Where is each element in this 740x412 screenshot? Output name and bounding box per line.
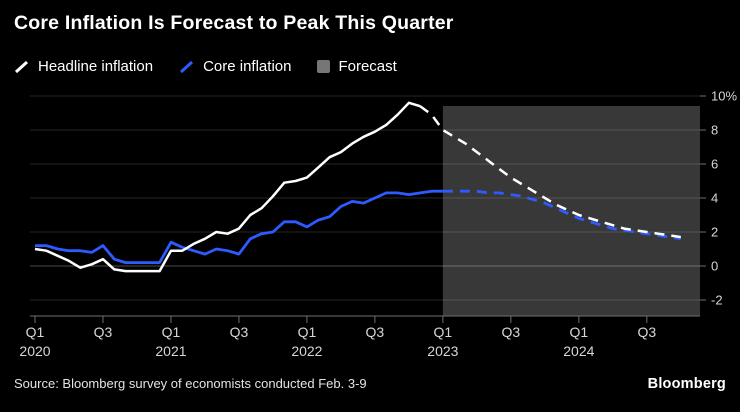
y-tick-label: -2 bbox=[711, 293, 723, 308]
x-tick-label: Q1 bbox=[569, 324, 588, 340]
legend-item-forecast: Forecast bbox=[317, 58, 397, 75]
x-tick-label: Q3 bbox=[230, 324, 249, 340]
x-tick-year-label: 2023 bbox=[427, 343, 458, 359]
legend-label: Headline inflation bbox=[38, 58, 154, 75]
x-tick-label: Q1 bbox=[298, 324, 317, 340]
legend-box-swatch-icon bbox=[317, 60, 331, 73]
x-tick-year-label: 2022 bbox=[291, 343, 322, 359]
forecast-region bbox=[442, 106, 700, 316]
x-tick-label: Q3 bbox=[637, 324, 656, 340]
x-tick-year-label: 2024 bbox=[563, 343, 594, 359]
legend-item-core-inflation: Core inflation bbox=[179, 58, 291, 75]
core-inflation-line-actual bbox=[35, 189, 443, 265]
source-note: Source: Bloomberg survey of economists c… bbox=[14, 376, 367, 391]
x-tick-label: Q3 bbox=[94, 324, 113, 340]
x-tick-label: Q1 bbox=[162, 324, 181, 340]
inflation-line-chart: Q1 2020 Q3 Q1 2021 Q3 Q1 2022 Q3 Q1 2023 Q3 Q1 2024 Q3… bbox=[19, 89, 737, 360]
chart-footer: Source: Bloomberg survey of economists c… bbox=[14, 376, 726, 392]
y-tick-label: 6 bbox=[711, 157, 718, 172]
headline-inflation-line-actual bbox=[34, 101, 421, 273]
core-inflation-line-forecast bbox=[442, 189, 682, 241]
chart-legend: Headline inflation Core inflation Forecast bbox=[14, 58, 397, 75]
legend-label: Core inflation bbox=[203, 58, 292, 75]
legend-label: Forecast bbox=[338, 58, 397, 75]
x-tick-year-label: 2020 bbox=[19, 343, 50, 359]
legend-line-swatch-icon bbox=[180, 60, 194, 73]
legend-line-swatch-icon bbox=[14, 60, 29, 73]
y-tick-label: 2 bbox=[711, 225, 718, 240]
chart-title: Core Inflation Is Forecast to Peak This … bbox=[14, 12, 454, 34]
y-tick-label: 10% bbox=[711, 89, 737, 104]
y-tick-label: 8 bbox=[711, 123, 718, 138]
y-tick-label: 0 bbox=[711, 259, 718, 274]
x-tick-label: Q1 bbox=[434, 324, 453, 340]
legend-item-headline-inflation: Headline inflation bbox=[14, 58, 153, 75]
x-tick-label: Q1 bbox=[26, 324, 45, 340]
y-tick-label: 4 bbox=[711, 191, 718, 206]
x-tick-label: Q3 bbox=[502, 324, 521, 340]
x-tick-year-label: 2021 bbox=[155, 343, 186, 359]
x-tick-label: Q3 bbox=[366, 324, 385, 340]
bloomberg-logo: Bloomberg bbox=[647, 376, 726, 392]
headline-inflation-line-forecast bbox=[419, 105, 681, 239]
